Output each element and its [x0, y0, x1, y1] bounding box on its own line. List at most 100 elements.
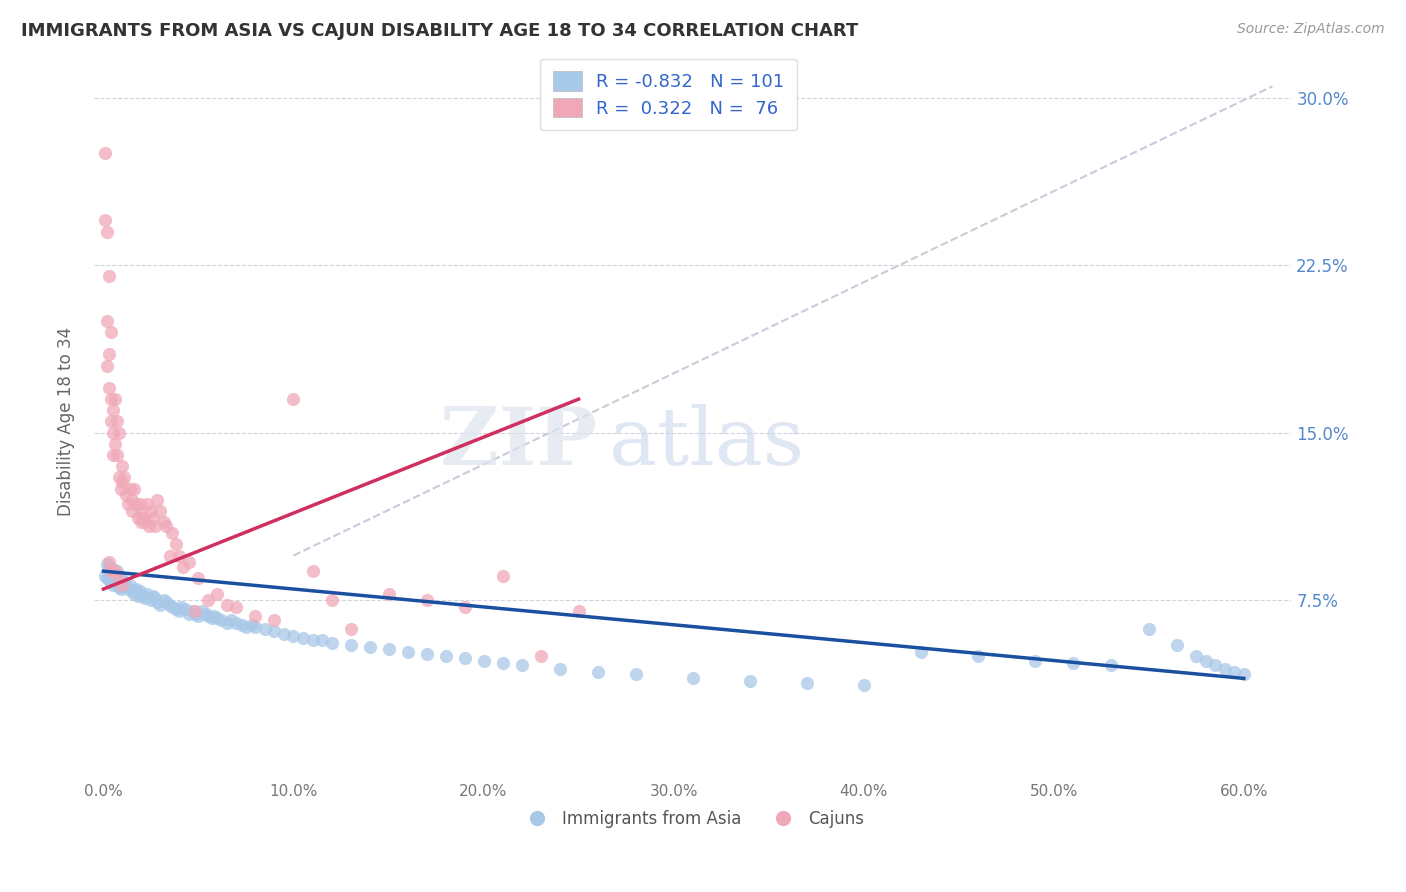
Point — [100, 415, 122, 429]
Point — [100, 575, 122, 590]
Point — [624, 667, 647, 681]
Point — [796, 676, 818, 690]
Point — [1223, 665, 1246, 679]
Point — [359, 640, 381, 654]
Point — [377, 586, 399, 600]
Point — [377, 642, 399, 657]
Point — [207, 586, 229, 600]
Point — [145, 492, 167, 507]
Text: IMMIGRANTS FROM ASIA VS CAJUN DISABILITY AGE 18 TO 34 CORRELATION CHART: IMMIGRANTS FROM ASIA VS CAJUN DISABILITY… — [21, 22, 858, 40]
Point — [94, 213, 117, 227]
Point — [240, 617, 263, 632]
Point — [339, 622, 361, 636]
Point — [181, 604, 204, 618]
Point — [101, 448, 124, 462]
Point — [132, 510, 155, 524]
Point — [94, 146, 117, 161]
Point — [852, 678, 875, 692]
Point — [197, 593, 219, 607]
Point — [1024, 653, 1046, 667]
Point — [225, 615, 247, 630]
Point — [98, 573, 121, 587]
Point — [245, 608, 267, 623]
Point — [586, 665, 609, 679]
Point — [197, 608, 219, 623]
Point — [510, 658, 533, 673]
Text: Source: ZipAtlas.com: Source: ZipAtlas.com — [1237, 22, 1385, 37]
Point — [153, 515, 176, 529]
Point — [100, 564, 122, 578]
Point — [127, 510, 149, 524]
Point — [105, 564, 128, 578]
Point — [131, 504, 153, 518]
Point — [187, 571, 209, 585]
Point — [115, 580, 138, 594]
Point — [104, 392, 127, 406]
Point — [149, 504, 172, 518]
Point — [128, 497, 150, 511]
Point — [1204, 658, 1226, 673]
Point — [191, 604, 214, 618]
Text: ZIP: ZIP — [440, 404, 596, 482]
Point — [112, 575, 135, 590]
Point — [207, 611, 229, 625]
Point — [100, 325, 122, 339]
Point — [434, 648, 457, 663]
Point — [172, 559, 194, 574]
Point — [472, 653, 495, 667]
Point — [301, 564, 323, 578]
Point — [96, 314, 118, 328]
Point — [139, 593, 162, 607]
Point — [110, 482, 132, 496]
Point — [110, 582, 132, 596]
Point — [107, 568, 129, 582]
Point — [682, 672, 704, 686]
Point — [283, 392, 305, 406]
Point — [111, 573, 134, 587]
Point — [321, 635, 343, 649]
Point — [1195, 653, 1218, 667]
Point — [153, 593, 176, 607]
Point — [159, 598, 181, 612]
Point — [177, 607, 200, 621]
Point — [195, 607, 218, 621]
Y-axis label: Disability Age 18 to 34: Disability Age 18 to 34 — [58, 327, 75, 516]
Point — [101, 562, 124, 576]
Point — [415, 593, 437, 607]
Point — [143, 591, 166, 605]
Point — [283, 629, 305, 643]
Point — [131, 586, 153, 600]
Point — [548, 663, 571, 677]
Point — [225, 599, 247, 614]
Point — [253, 622, 276, 636]
Point — [104, 564, 127, 578]
Point — [134, 515, 156, 529]
Point — [101, 403, 124, 417]
Point — [339, 638, 361, 652]
Point — [245, 620, 267, 634]
Point — [115, 488, 138, 502]
Point — [1233, 667, 1256, 681]
Point — [219, 613, 242, 627]
Point — [491, 568, 513, 582]
Point — [125, 582, 148, 596]
Point — [101, 425, 124, 440]
Point — [292, 631, 315, 645]
Point — [125, 497, 148, 511]
Point — [1062, 656, 1084, 670]
Point — [111, 459, 134, 474]
Point — [107, 571, 129, 585]
Point — [174, 602, 197, 616]
Point — [568, 604, 591, 618]
Point — [111, 475, 134, 489]
Legend: Immigrants from Asia, Cajuns: Immigrants from Asia, Cajuns — [515, 804, 872, 835]
Point — [263, 624, 285, 639]
Point — [121, 584, 143, 599]
Point — [138, 519, 160, 533]
Point — [111, 577, 134, 591]
Point — [1099, 658, 1122, 673]
Point — [105, 415, 128, 429]
Point — [142, 589, 165, 603]
Point — [105, 448, 128, 462]
Point — [273, 626, 295, 640]
